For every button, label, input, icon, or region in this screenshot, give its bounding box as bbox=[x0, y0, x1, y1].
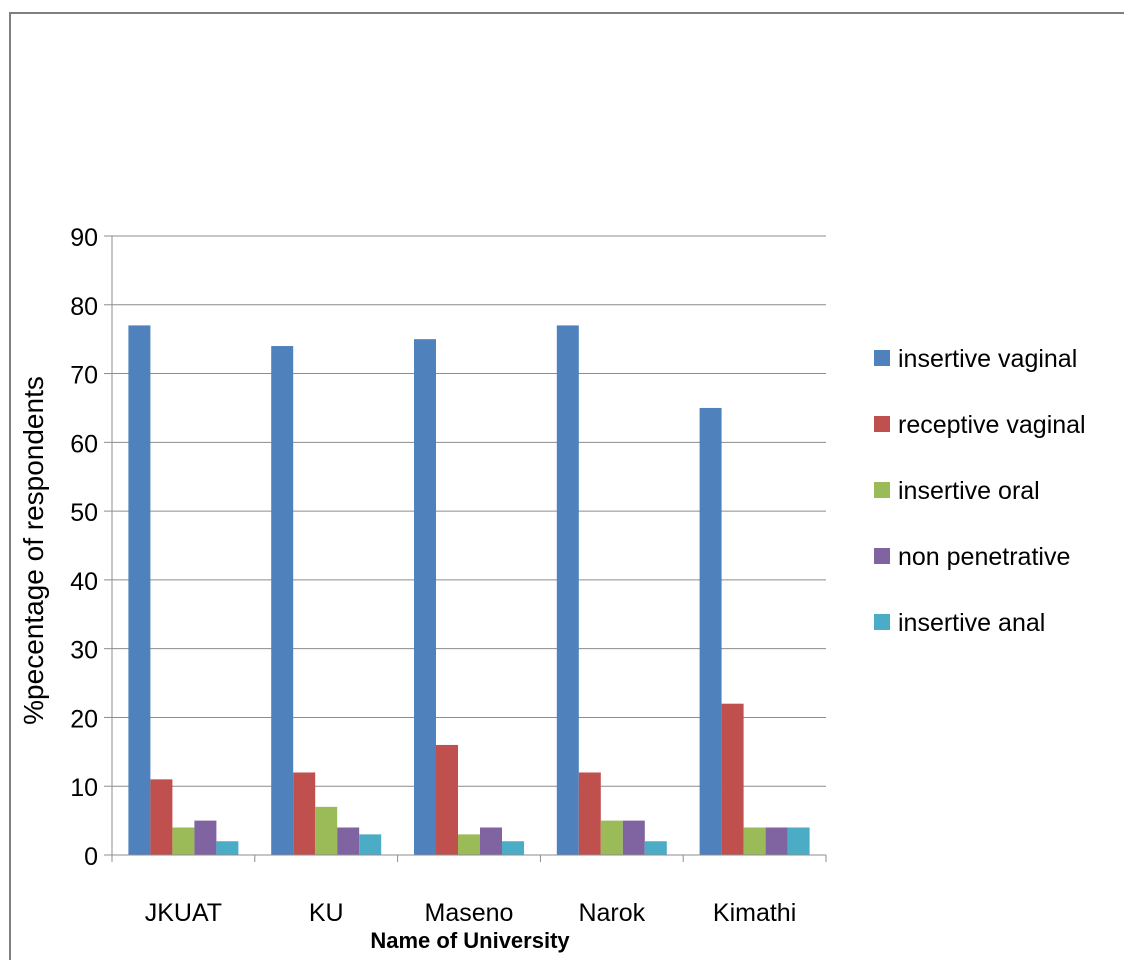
legend-label: insertive oral bbox=[898, 477, 1040, 505]
bar-non-penetrative-ku bbox=[337, 827, 360, 855]
bar-insertive-oral-ku bbox=[315, 806, 338, 855]
legend-label: insertive anal bbox=[898, 609, 1045, 637]
y-tick-label: 70 bbox=[70, 362, 98, 390]
legend-label: non penetrative bbox=[898, 543, 1070, 571]
y-tick-label: 60 bbox=[70, 430, 98, 458]
x-tick-label: Kimathi bbox=[713, 899, 796, 927]
legend-swatch bbox=[874, 482, 890, 498]
bar-insertive-vaginal-narok bbox=[556, 325, 579, 855]
legend: insertive vaginal receptive vaginal insert… bbox=[874, 345, 1086, 637]
x-axis-label: Name of University bbox=[370, 928, 570, 953]
bar-insertive-anal-maseno bbox=[502, 841, 524, 855]
axes bbox=[111, 236, 826, 856]
y-tick-label: 80 bbox=[70, 293, 98, 321]
bar-receptive-vaginal-maseno bbox=[436, 744, 458, 855]
bar-insertive-anal-kimathi bbox=[787, 827, 810, 855]
bar-non-penetrative-maseno bbox=[480, 827, 502, 855]
bar-insertive-vaginal-ku bbox=[271, 346, 294, 855]
bar-insertive-vaginal-kimathi bbox=[699, 407, 722, 855]
bar-insertive-vaginal-jkuat bbox=[128, 325, 151, 855]
x-axis-ticks: JKUAT KU Maseno Narok Kimathi bbox=[111, 855, 827, 927]
bar-insertive-anal-narok bbox=[644, 841, 667, 855]
bar-non-penetrative-jkuat bbox=[194, 820, 217, 855]
y-tick-label: 20 bbox=[70, 705, 98, 733]
bar-insertive-oral-kimathi bbox=[743, 827, 766, 855]
bars bbox=[128, 325, 810, 856]
legend-swatch bbox=[874, 416, 890, 432]
y-tick-label: 0 bbox=[84, 843, 98, 871]
legend-swatch bbox=[874, 548, 890, 564]
bar-insertive-vaginal-maseno bbox=[414, 339, 436, 856]
legend-label: receptive vaginal bbox=[898, 411, 1086, 439]
bar-insertive-anal-ku bbox=[359, 834, 382, 855]
bar-insertive-oral-narok bbox=[600, 820, 623, 855]
x-tick-label: JKUAT bbox=[145, 899, 222, 927]
chart-frame bbox=[9, 12, 1124, 960]
legend-swatch bbox=[874, 350, 890, 366]
y-tick-label: 40 bbox=[70, 568, 98, 596]
y-tick-label: 30 bbox=[70, 637, 98, 665]
x-tick-label: Maseno bbox=[425, 899, 514, 927]
legend-swatch bbox=[874, 614, 890, 630]
y-tick-label: 50 bbox=[70, 499, 98, 527]
bar-receptive-vaginal-narok bbox=[578, 772, 601, 855]
bar-insertive-oral-jkuat bbox=[172, 827, 195, 855]
legend-label: insertive vaginal bbox=[898, 345, 1077, 373]
bar-insertive-anal-jkuat bbox=[216, 841, 239, 855]
y-axis-ticks: 0 10 20 30 40 50 60 70 80 90 bbox=[70, 224, 112, 871]
x-tick-label: KU bbox=[309, 899, 344, 927]
x-tick-label: Narok bbox=[578, 899, 645, 927]
bar-receptive-vaginal-jkuat bbox=[150, 779, 173, 855]
y-tick-label: 10 bbox=[70, 774, 98, 802]
bar-insertive-oral-maseno bbox=[458, 834, 480, 855]
y-axis-label: %pecentage of respondents bbox=[18, 376, 49, 725]
bar-receptive-vaginal-kimathi bbox=[721, 703, 744, 855]
bar-receptive-vaginal-ku bbox=[293, 772, 316, 855]
y-tick-label: 90 bbox=[70, 224, 98, 252]
bar-non-penetrative-narok bbox=[622, 820, 645, 855]
bar-non-penetrative-kimathi bbox=[765, 827, 788, 855]
